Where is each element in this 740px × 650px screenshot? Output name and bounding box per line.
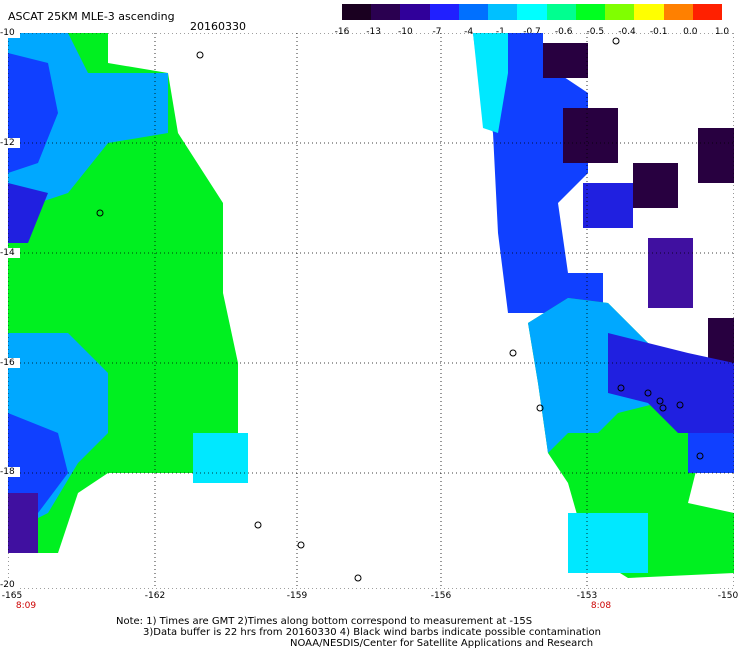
lon-label-162: -162 [144,591,166,601]
island-outline [509,349,517,357]
left-swath-purple [8,493,38,553]
colorbar-swatch [634,4,664,20]
time-label-left: 8:09 [15,601,37,611]
island-outline [96,209,104,217]
colorbar-swatch [400,4,430,20]
island-outline [354,574,362,582]
island-outline [612,37,620,45]
island-outline [659,404,667,412]
colorbar-label: -0.4 [618,27,636,37]
map-plot[interactable] [8,33,734,589]
colorbar-swatch [342,4,372,20]
colorbar-label: -16 [334,27,350,37]
map-date: 20160330 [190,20,246,33]
right-swath-purple-block [708,318,734,363]
island-outline [617,384,625,392]
right-swath-darkblue [608,333,734,433]
note-line-1: Note: 1) Times are GMT 2)Times along bot… [116,616,533,627]
lat-label-20: -20 [0,580,20,590]
colorbar-swatch [488,4,518,20]
right-swath-blue-block [688,433,734,473]
lat-label-12: -12 [0,138,20,148]
left-swath-cyan [193,433,248,483]
colorbar-swatch [692,4,723,20]
colorbar-swatch [371,4,401,20]
note-line-3: NOAA/NESDIS/Center for Satellite Applica… [290,638,594,649]
colorbar-label: -4 [464,27,474,37]
colorbar-swatch [575,4,606,20]
colorbar-labels: -16 -13 -10 -7 -4 -1 -0.7 -0.6 -0.5 -0.4 -0.1 0.0 1.… [335,27,730,39]
map-title: ASCAT 25KM MLE-3 ascending [8,10,175,23]
colorbar [342,4,723,20]
right-swath-cyan-bottom [568,513,648,573]
right-swath-cyan-top [473,33,508,133]
lon-label-165: -165 [1,591,23,601]
lon-label-153: -153 [576,591,598,601]
colorbar-swatch [546,4,576,20]
colorbar-swatch [663,4,693,20]
right-swath-blue-block [558,273,603,303]
island-outline [297,541,305,549]
colorbar-swatch [458,4,489,20]
note-line-2: 3)Data buffer is 22 hrs from 20160330 4)… [143,627,601,638]
lat-label-14: -14 [0,248,20,258]
island-outline [644,389,652,397]
lat-label-10: -10 [0,28,20,38]
colorbar-label: -1 [495,27,505,37]
lon-label-156: -156 [430,591,452,601]
colorbar-label: -7 [432,27,442,37]
colorbar-label: -13 [366,27,382,37]
colorbar-label: -0.5 [586,27,605,37]
island-outline [196,51,204,59]
colorbar-label: -0.6 [554,27,573,37]
colorbar-label: -0.1 [649,27,668,37]
right-swath-purple-block [633,163,678,208]
island-outline [536,404,544,412]
right-swath-purple-block [648,238,693,308]
right-swath-purple-block [563,108,618,163]
time-label-right: 8:08 [590,601,612,611]
right-swath-blue-block [583,183,633,228]
lon-label-150: -150 [717,591,739,601]
colorbar-label: -10 [397,27,413,37]
lat-label-18: -18 [0,467,20,477]
left-swath-dark [8,183,48,243]
lat-label-16: -16 [0,358,20,368]
colorbar-label: 1.0 [714,27,730,37]
island-outline [254,521,262,529]
colorbar-swatch [517,4,547,20]
colorbar-swatch [429,4,459,20]
right-swath-purple-block [698,128,734,183]
island-outline [676,401,684,409]
colorbar-label: 0.0 [683,27,698,37]
right-swath-purple-block [543,43,588,78]
colorbar-swatch [605,4,635,20]
island-outline [656,397,664,405]
left-swath-lower-deep [8,413,68,513]
lon-label-159: -159 [286,591,308,601]
colorbar-label: -0.7 [523,27,541,37]
island-outline [696,452,704,460]
